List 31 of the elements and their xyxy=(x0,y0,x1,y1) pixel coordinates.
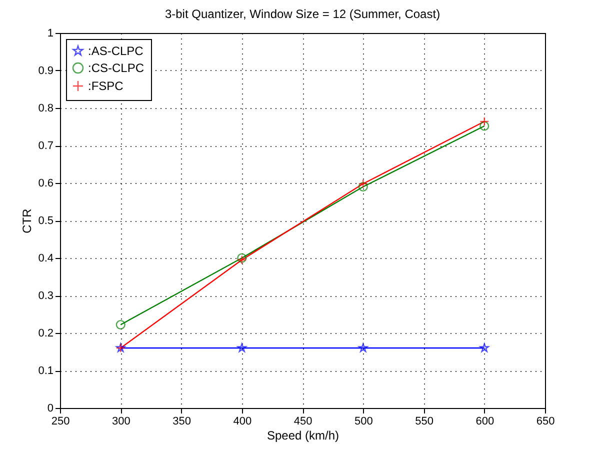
x-tick-label: 300 xyxy=(112,416,130,428)
y-tick-label: 0.4 xyxy=(38,252,54,264)
x-axis-title: Speed (km/h) xyxy=(266,428,340,442)
point xyxy=(358,178,368,189)
point xyxy=(116,320,126,330)
y-tick-label: 0.9 xyxy=(38,65,54,77)
legend-label: :CS-CLPC xyxy=(88,61,144,75)
x-tick-label: 500 xyxy=(354,416,373,428)
point xyxy=(480,116,490,126)
y-tick-label: 0.2 xyxy=(38,328,54,340)
y-tick-label: 0.8 xyxy=(38,102,54,114)
y-tick-label: 0.3 xyxy=(38,290,54,302)
chart-title: 3-bit Quantizer, Window Size = 12 (Summer, Coast) xyxy=(164,7,440,21)
x-tick-label: 650 xyxy=(536,416,555,428)
legend-label: :FSPC xyxy=(88,79,124,93)
y-tick-label: 1 xyxy=(47,28,54,40)
y-tick-label: 0.7 xyxy=(38,140,54,152)
point xyxy=(480,121,490,131)
y-tick-label: 0.6 xyxy=(38,178,54,190)
x-tick-label: 600 xyxy=(476,416,494,428)
x-tick-label: 400 xyxy=(233,416,252,428)
x-tick-label: 250 xyxy=(51,416,70,428)
x-tick-label: 350 xyxy=(172,416,191,428)
y-tick-label: 0.5 xyxy=(38,215,54,227)
point xyxy=(358,182,368,192)
x-tick-label: 450 xyxy=(294,416,312,428)
legend-label: :AS-CLPC xyxy=(88,44,144,58)
y-tick-label: 0 xyxy=(47,402,54,414)
y-axis-title: CTR xyxy=(20,208,34,234)
y-tick-label: 0.1 xyxy=(38,365,54,377)
x-tick-label: 550 xyxy=(415,416,434,428)
